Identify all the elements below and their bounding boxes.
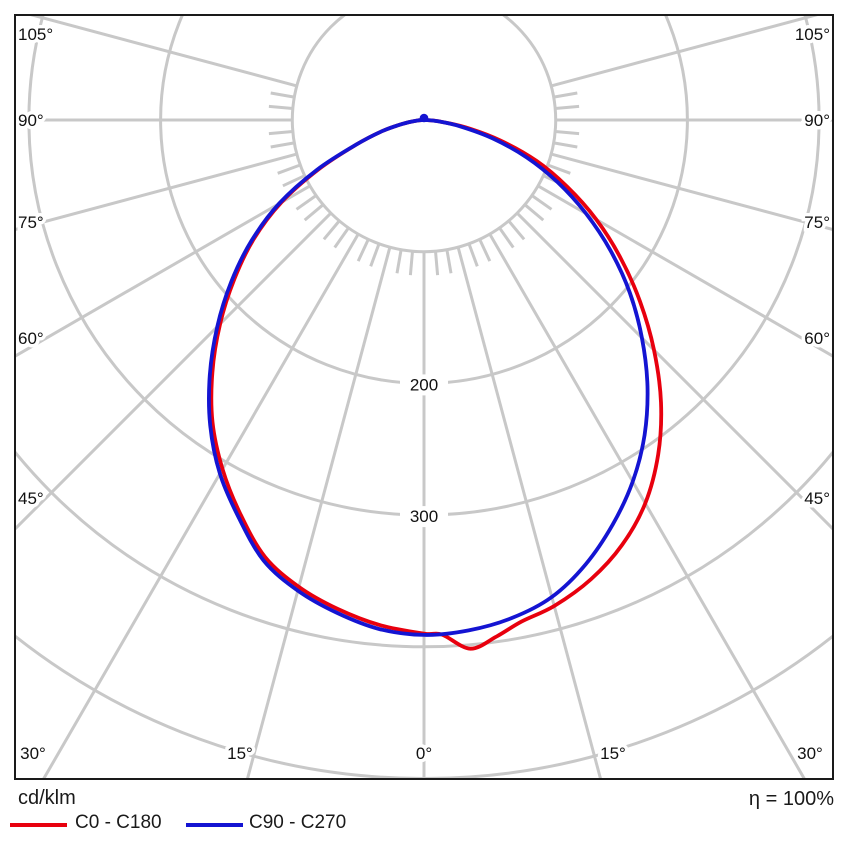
legend: C0 - C180 C90 - C270 xyxy=(0,810,848,840)
grid-minor-tick xyxy=(369,243,381,267)
grid-radial-60 xyxy=(537,184,832,358)
grid-minor-tick xyxy=(498,227,515,249)
grid-minor-tick xyxy=(547,163,571,175)
grid-minor-tick xyxy=(333,227,350,249)
grid-radial-105 xyxy=(550,16,818,88)
grid-radial-30 xyxy=(488,233,806,778)
grid-minor-tick xyxy=(507,219,526,241)
legend-label-c90-c270: C90 - C270 xyxy=(249,812,347,833)
grid-minor-tick xyxy=(322,219,341,241)
ring-label-200: 200 xyxy=(410,375,438,394)
angle-label-12: 75° xyxy=(804,213,830,232)
units-label: cd/klm xyxy=(18,787,76,809)
angle-label-8: 15° xyxy=(600,744,626,763)
grid-radial--15 xyxy=(246,246,392,778)
grid-ring-100 xyxy=(290,16,558,254)
polar-plot-area: 200 300 105° 90° 75° 60° 45° 30° 15° 0° 15° 30° 45° 6… xyxy=(14,14,834,780)
grid-radial--30 xyxy=(42,233,360,778)
grid-minor-tick xyxy=(555,130,580,136)
efficiency-label: η = 100% xyxy=(748,788,834,810)
grid-minor-tick xyxy=(478,238,492,262)
angle-label-4: 45° xyxy=(18,489,44,508)
grid-radial-15 xyxy=(456,246,602,778)
grid-minor-tick xyxy=(553,141,578,149)
angle-label-13: 90° xyxy=(804,111,830,130)
grid-radial-45 xyxy=(516,212,832,531)
grid-minor-tick xyxy=(445,249,453,274)
grid-minor-tick xyxy=(356,238,370,262)
grid-radial--45 xyxy=(16,212,332,531)
legend-label-c0-c180: C0 - C180 xyxy=(75,812,162,833)
angle-label-5: 30° xyxy=(20,744,46,763)
grid-minor-tick xyxy=(270,141,295,149)
ring-label-bg-200 xyxy=(400,374,448,396)
angle-label-14: 105° xyxy=(795,25,830,44)
angle-label-0: 105° xyxy=(18,25,53,44)
angle-label-10: 45° xyxy=(804,489,830,508)
grid-minor-tick xyxy=(268,130,293,136)
grid-minor-tick xyxy=(268,104,293,110)
angle-label-7: 0° xyxy=(416,744,432,763)
grid-minor-tick xyxy=(270,91,295,99)
legend-swatch-c90-c270 xyxy=(186,823,243,827)
grid-minor-tick xyxy=(531,194,553,211)
grid-minor-tick xyxy=(523,203,545,222)
legend-swatch-c0-c180 xyxy=(10,823,67,827)
grid-minor-tick xyxy=(395,249,403,274)
grid-minor-tick xyxy=(277,163,301,175)
polar-grid xyxy=(16,16,832,778)
grid-minor-tick xyxy=(555,104,580,110)
angle-label-1: 90° xyxy=(18,111,44,130)
angle-label-3: 60° xyxy=(18,329,44,348)
angle-label-2: 75° xyxy=(18,213,44,232)
grid-minor-tick xyxy=(303,203,325,222)
ring-label-bg-300 xyxy=(400,506,448,528)
grid-radial--60 xyxy=(16,184,311,358)
curve-c90-c270 xyxy=(207,118,650,637)
grid-minor-tick xyxy=(408,251,414,276)
ring-label-300: 300 xyxy=(410,507,438,526)
grid-radial--105 xyxy=(30,16,298,88)
grid-radial-75 xyxy=(550,152,832,231)
grid-minor-tick xyxy=(295,194,317,211)
polar-chart-svg: 200 300 105° 90° 75° 60° 45° 30° 15° 0° 15° 30° 45° 6… xyxy=(16,16,832,778)
grid-minor-tick xyxy=(282,174,306,188)
grid-minor-tick xyxy=(467,243,479,267)
grid-minor-tick xyxy=(553,91,578,99)
origin-marker xyxy=(419,113,429,123)
grid-minor-tick xyxy=(434,251,440,276)
angle-label-9: 30° xyxy=(797,744,823,763)
grid-radial--75 xyxy=(16,152,298,231)
angle-label-11: 60° xyxy=(804,329,830,348)
angle-label-6: 15° xyxy=(227,744,253,763)
